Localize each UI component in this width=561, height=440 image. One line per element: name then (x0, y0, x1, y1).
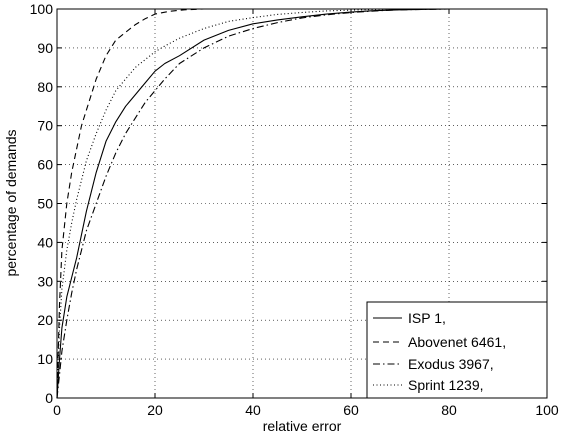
series-line-exodus-3967 (56, 8, 498, 399)
legend-label-isp-1: ISP 1, (408, 310, 446, 326)
series-layer (56, 8, 498, 399)
legend-label-abovenet-6461: Abovenet 6461, (408, 334, 506, 350)
y-tick-label: 100 (30, 1, 54, 17)
x-tick-label: 40 (245, 402, 261, 418)
y-tick-label: 80 (37, 79, 53, 95)
y-tick-label: 10 (37, 351, 53, 367)
x-axis-label: relative error (263, 418, 342, 434)
y-tick-label: 90 (37, 40, 53, 56)
y-tick-label: 40 (37, 234, 53, 250)
y-tick-label: 60 (37, 157, 53, 173)
y-tick-label: 70 (37, 118, 53, 134)
legend-label-sprint-1239: Sprint 1239, (408, 377, 484, 393)
y-axis-label: percentage of demands (3, 129, 19, 276)
legend: ISP 1, Abovenet 6461, Exodus 3967, Sprin… (366, 301, 548, 399)
series-line-abovenet-6461 (56, 8, 449, 399)
y-tick-label: 30 (37, 273, 53, 289)
x-tick-label: 0 (53, 402, 61, 418)
legend-label-exodus-3967: Exodus 3967, (408, 356, 494, 372)
x-tick-label: 60 (343, 402, 359, 418)
x-tick-label: 100 (535, 402, 559, 418)
y-tick-label: 0 (45, 390, 53, 406)
y-tick-label: 50 (37, 196, 53, 212)
x-tick-label: 80 (441, 402, 457, 418)
tick-layer: 0 20 40 60 80 100 0 10 20 30 40 50 60 70 80 90 100 (30, 1, 559, 418)
y-tick-label: 20 (37, 312, 53, 328)
x-tick-label: 20 (147, 402, 163, 418)
